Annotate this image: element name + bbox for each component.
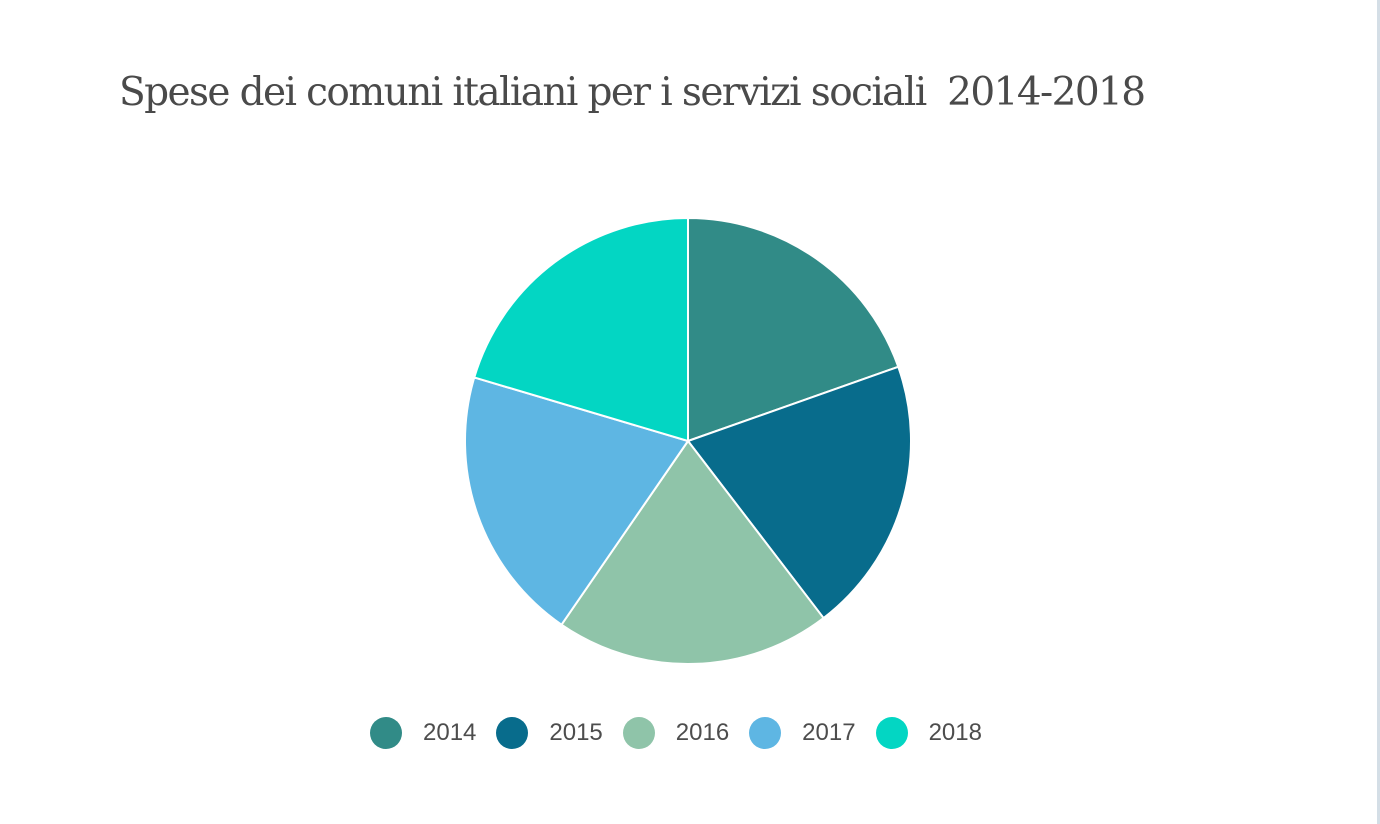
- pie-slice-2016: [560, 440, 825, 666]
- legend-item-2015: 2015: [496, 717, 603, 749]
- chart-legend: 2014 2015 2016 2017 2018: [370, 717, 1002, 749]
- pie-slice-2017: [464, 376, 689, 626]
- legend-swatch: [496, 717, 529, 749]
- legend-label: 2018: [928, 719, 982, 746]
- legend-item-2018: 2018: [875, 717, 982, 749]
- legend-swatch: [622, 717, 655, 749]
- pie-slice-2015: [687, 365, 912, 620]
- legend-swatch: [370, 717, 402, 749]
- legend-item-2016: 2016: [622, 717, 730, 749]
- legend-item-2014: 2014: [370, 717, 476, 749]
- chart-title: Spese dei comuni italiani per i servizi …: [119, 70, 1146, 115]
- right-border: [1377, 0, 1380, 824]
- legend-label: 2014: [423, 719, 477, 746]
- legend-label: 2017: [802, 719, 856, 746]
- pie-slice-2018: [473, 217, 689, 442]
- legend-item-2017: 2017: [749, 717, 856, 749]
- legend-label: 2015: [549, 719, 603, 746]
- legend-swatch: [875, 717, 908, 749]
- legend-label: 2016: [675, 719, 730, 746]
- legend-swatch: [749, 717, 782, 749]
